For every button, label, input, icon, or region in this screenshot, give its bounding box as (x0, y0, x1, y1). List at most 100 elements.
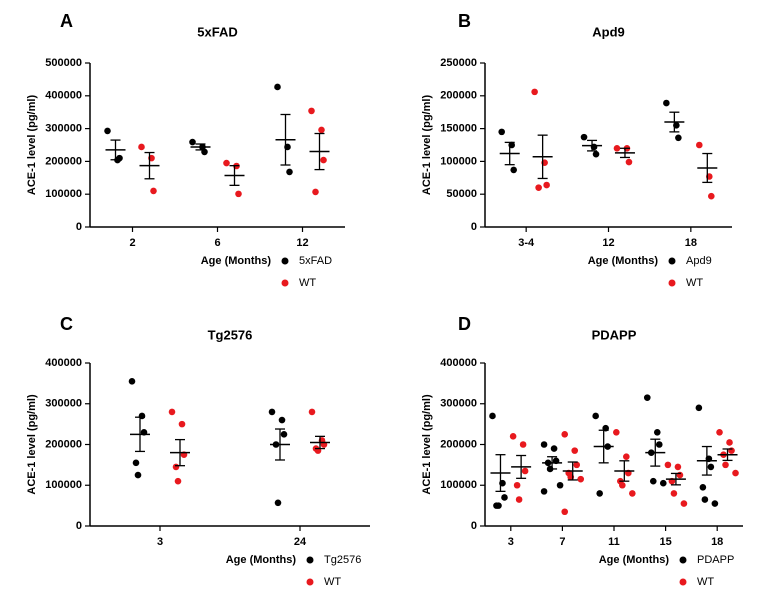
panel-letter: C (60, 314, 73, 334)
data-point (619, 481, 626, 489)
y-tick-label: 400000 (45, 90, 82, 102)
data-point (274, 83, 281, 91)
y-tick-label: 150000 (440, 123, 477, 135)
y-tick-label: 250000 (440, 57, 477, 69)
data-point (223, 159, 230, 167)
data-point (680, 500, 688, 507)
y-tick-label: 300000 (45, 123, 82, 135)
data-point (655, 441, 663, 448)
data-point (732, 469, 739, 477)
legend-label: WT (697, 576, 714, 588)
legend-marker (668, 257, 676, 265)
y-tick-label: 0 (471, 221, 477, 233)
y-tick-label: 0 (76, 520, 82, 532)
data-point (670, 490, 678, 497)
data-point (573, 461, 581, 469)
y-tick-label: 100000 (45, 479, 82, 491)
data-point (722, 461, 729, 469)
data-point (664, 461, 672, 469)
data-point (308, 408, 316, 416)
x-axis-label: Age (Months) (588, 255, 659, 267)
data-point (540, 441, 548, 448)
legend-label: WT (324, 576, 341, 588)
data-point (274, 499, 282, 507)
data-point (521, 467, 529, 475)
data-point (711, 500, 719, 507)
y-tick-label: 100000 (45, 188, 82, 200)
data-point (596, 490, 603, 497)
y-axis-label: ACE-1 level (pg/ml) (26, 95, 38, 196)
data-point (577, 475, 585, 483)
data-point (280, 431, 288, 438)
data-point (728, 447, 735, 454)
legend-marker (679, 556, 687, 564)
legend-marker (306, 556, 314, 564)
legend-label: WT (299, 277, 316, 289)
data-point (726, 439, 733, 446)
data-point (489, 412, 496, 420)
chart-title: Apd9 (592, 24, 625, 39)
data-point (312, 188, 319, 196)
y-axis-label: ACE-1 level (pg/ml) (421, 394, 433, 495)
y-tick-label: 0 (471, 520, 477, 532)
legend-label: 5xFAD (299, 255, 332, 267)
x-tick-label: 24 (294, 536, 307, 548)
y-tick-label: 200000 (45, 155, 82, 167)
data-point (707, 463, 715, 471)
data-point (643, 394, 651, 401)
data-point (138, 143, 145, 151)
legend-marker (281, 279, 289, 287)
data-point (104, 127, 111, 135)
y-axis-label: ACE-1 level (pg/ml) (26, 394, 38, 495)
data-point (556, 481, 564, 489)
panel-letter: D (458, 314, 471, 334)
data-point (708, 192, 715, 200)
data-point (286, 168, 293, 176)
panel-letter: A (60, 11, 73, 31)
legend-label: Apd9 (686, 255, 712, 267)
x-tick-label: 12 (296, 237, 308, 249)
x-tick-label: 12 (602, 237, 614, 249)
y-tick-label: 100000 (440, 479, 477, 491)
y-tick-label: 50000 (446, 188, 477, 200)
y-tick-label: 0 (76, 221, 82, 233)
chart-title: Tg2576 (208, 327, 253, 342)
data-point (128, 378, 136, 385)
x-tick-label: 15 (659, 536, 671, 548)
data-point (663, 99, 670, 107)
data-point (561, 431, 569, 438)
y-tick-label: 400000 (440, 357, 477, 369)
chart-title: PDAPP (592, 327, 637, 342)
data-point (132, 459, 140, 467)
y-tick-label: 300000 (45, 398, 82, 410)
legend-marker (668, 279, 676, 287)
data-point (513, 481, 521, 489)
data-point (623, 453, 630, 461)
data-point (676, 471, 684, 479)
data-point (495, 502, 502, 509)
y-axis-label: ACE-1 level (pg/ml) (421, 95, 433, 196)
data-point (172, 463, 180, 471)
y-tick-label: 400000 (45, 357, 82, 369)
x-tick-label: 3 (157, 536, 163, 548)
data-point (649, 477, 657, 485)
x-axis-label: Age (Months) (226, 554, 297, 566)
x-tick-label: 18 (711, 536, 723, 548)
data-point (134, 471, 142, 479)
legend-marker (679, 578, 687, 586)
x-axis-label: Age (Months) (599, 554, 670, 566)
data-point (629, 490, 636, 497)
data-point (498, 128, 506, 136)
data-point (550, 445, 558, 452)
legend-marker (281, 257, 289, 265)
data-point (531, 88, 538, 96)
data-point (540, 488, 548, 495)
x-tick-label: 11 (608, 536, 620, 548)
data-point (235, 190, 242, 198)
panel: D PDAPP ACE-1 level (pg/ml) 0 100000 200000 30… (421, 314, 743, 588)
data-point (189, 138, 196, 146)
y-tick-label: 100000 (440, 155, 477, 167)
data-point (308, 107, 315, 115)
data-point (699, 483, 707, 491)
